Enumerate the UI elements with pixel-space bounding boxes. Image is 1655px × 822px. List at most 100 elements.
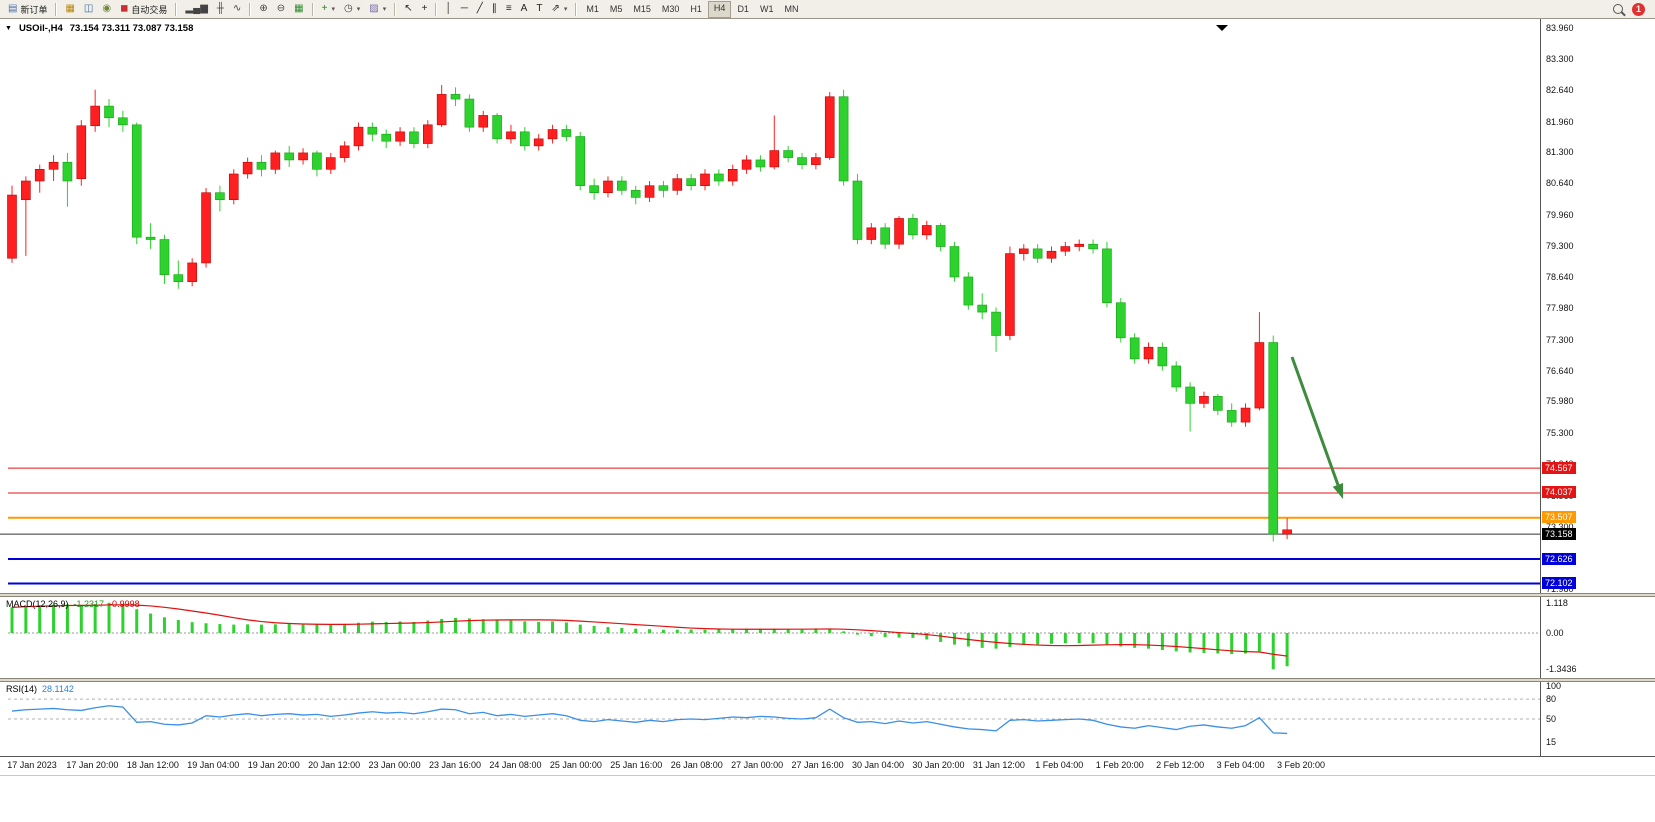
macd-histogram-bar [1188, 632, 1192, 653]
price-axis-label: 79.960 [1546, 210, 1574, 221]
price-line-badge[interactable]: 72.102 [1542, 577, 1576, 590]
macd-histogram-bar [10, 607, 14, 633]
timeframe-button-m1[interactable]: M1 [586, 3, 599, 14]
panel-splitter[interactable] [0, 678, 1655, 682]
toolbar-separator [175, 2, 178, 16]
macd-histogram-bar [537, 621, 541, 633]
auto-trading-button[interactable]: ◼ 自动交易 [116, 1, 171, 17]
candle [1254, 342, 1265, 409]
price-axis[interactable]: 83.960 83.300 82.640 81.960 81.300 80.640 79.9… [1540, 19, 1655, 756]
zoom-in-button[interactable]: ⊕ [255, 1, 271, 17]
market-watch-button[interactable]: ◫ [80, 1, 97, 17]
candle [1032, 248, 1043, 259]
macd-histogram-bar [731, 628, 735, 633]
rsi-panel[interactable] [0, 682, 1540, 756]
toolbar-separator [311, 2, 314, 16]
macd-panel[interactable] [0, 597, 1540, 678]
macd-histogram-bar [398, 621, 402, 633]
macd-histogram-bar [315, 624, 319, 633]
candle [298, 152, 308, 161]
crosshair-button[interactable]: + [418, 1, 432, 17]
zoom-out-button[interactable]: ⊖ [273, 1, 289, 17]
text-button[interactable]: A [517, 1, 532, 17]
candle [589, 185, 599, 193]
tile-windows-button[interactable]: ▦ [290, 1, 307, 17]
candle [1185, 386, 1195, 404]
price-line-badge[interactable]: 72.626 [1542, 552, 1576, 565]
candle [436, 94, 447, 126]
macd-histogram-bar [1160, 632, 1164, 651]
new-order-button[interactable]: ▤ 新订单 [4, 1, 51, 17]
candle [700, 173, 710, 186]
time-axis-label: 23 Jan 16:00 [428, 760, 482, 770]
time-axis-label: 1 Feb 20:00 [1095, 760, 1144, 770]
new-chart-button[interactable]: + ▾ [318, 1, 339, 17]
macd-histogram-bar [1050, 632, 1053, 644]
candle [145, 236, 156, 240]
template-button[interactable]: ▨ ▾ [365, 1, 390, 17]
macd-histogram-bar [675, 629, 679, 633]
candle [1213, 396, 1223, 411]
trendline-button[interactable]: ╱ [473, 1, 487, 17]
macd-histogram-bar [232, 624, 236, 633]
cursor-button[interactable]: ↖ [400, 1, 416, 17]
timeframe-button-d1[interactable]: D1 [737, 3, 749, 14]
auto-trading-icon: ◼ [120, 3, 129, 14]
macd-histogram-bar [772, 628, 776, 633]
trendline-icon: ╱ [476, 3, 483, 14]
horizontal-line-button[interactable]: ─ [457, 1, 472, 17]
timeframe-button-h1[interactable]: H1 [690, 3, 702, 14]
timeframe-button-m5[interactable]: M5 [609, 3, 623, 14]
bar-chart-button[interactable]: ▂▄▆ [181, 1, 211, 17]
time-axis[interactable]: 17 Jan 2023 17 Jan 20:00 18 Jan 12:00 19 Ja… [0, 756, 1655, 776]
candle [783, 150, 793, 158]
notification-badge[interactable]: 1 [1632, 2, 1645, 16]
timeframe-button-m30[interactable]: M30 [661, 3, 680, 14]
timeframe-button-m15[interactable]: M15 [633, 3, 651, 14]
shapes-button[interactable]: ⇗ ▾ [547, 1, 571, 17]
candle [1268, 342, 1279, 535]
price-line-badge[interactable]: 74.037 [1542, 486, 1576, 499]
search-button[interactable] [1609, 1, 1627, 17]
macd-histogram-bar [883, 632, 887, 638]
charts-profile-button[interactable]: ▦ [61, 1, 78, 17]
data-window-button[interactable]: ◉ [98, 1, 115, 17]
dropdown-arrow-icon: ▾ [356, 6, 361, 13]
price-line-badge[interactable]: 74.567 [1542, 461, 1576, 474]
panel-splitter[interactable] [0, 593, 1655, 597]
candle [880, 227, 890, 245]
macd-signal-value: -0.9998 [109, 599, 140, 609]
price-axis-label: 81.300 [1546, 147, 1574, 158]
label-button[interactable]: T [532, 1, 546, 17]
macd-histogram-bar [1271, 632, 1275, 670]
macd-label: MACD(12,26,9) [6, 599, 69, 609]
candle [353, 126, 364, 147]
toolbar-separator [575, 2, 578, 16]
line-chart-button[interactable]: ∿ [229, 1, 245, 17]
line-chart-icon: ∿ [233, 3, 242, 14]
period-selector-button[interactable]: ◷ ▾ [340, 1, 364, 17]
macd-histogram-bar [994, 632, 998, 649]
macd-histogram-bar [273, 624, 277, 633]
macd-histogram-bar [1202, 632, 1206, 653]
trend-arrow-annotation[interactable] [1290, 356, 1340, 486]
candle [991, 311, 1001, 336]
trend-arrow-head [1332, 483, 1344, 499]
candle [90, 105, 100, 127]
timeframe-button-w1[interactable]: W1 [759, 3, 774, 14]
candle [547, 129, 558, 140]
vertical-line-button[interactable]: │ [441, 1, 455, 17]
channel-button[interactable]: ∥ [488, 1, 501, 17]
candlestick-chart-button[interactable]: ╫ [213, 1, 228, 17]
main-chart-panel[interactable] [0, 19, 1540, 593]
timeframe-button-mn[interactable]: MN [784, 3, 799, 14]
toolbar-separator [249, 2, 252, 16]
macd-histogram-bar [93, 604, 97, 633]
fibonacci-button[interactable]: ≡ [502, 1, 516, 17]
one-click-trading-arrow-icon[interactable]: ▼ [5, 25, 12, 32]
timeframe-button-h4[interactable]: H4 [707, 0, 732, 18]
candle [644, 185, 655, 198]
macd-histogram-bar [329, 624, 333, 633]
time-axis-label: 19 Jan 04:00 [187, 760, 240, 770]
price-line-badge[interactable]: 73.507 [1542, 511, 1576, 524]
